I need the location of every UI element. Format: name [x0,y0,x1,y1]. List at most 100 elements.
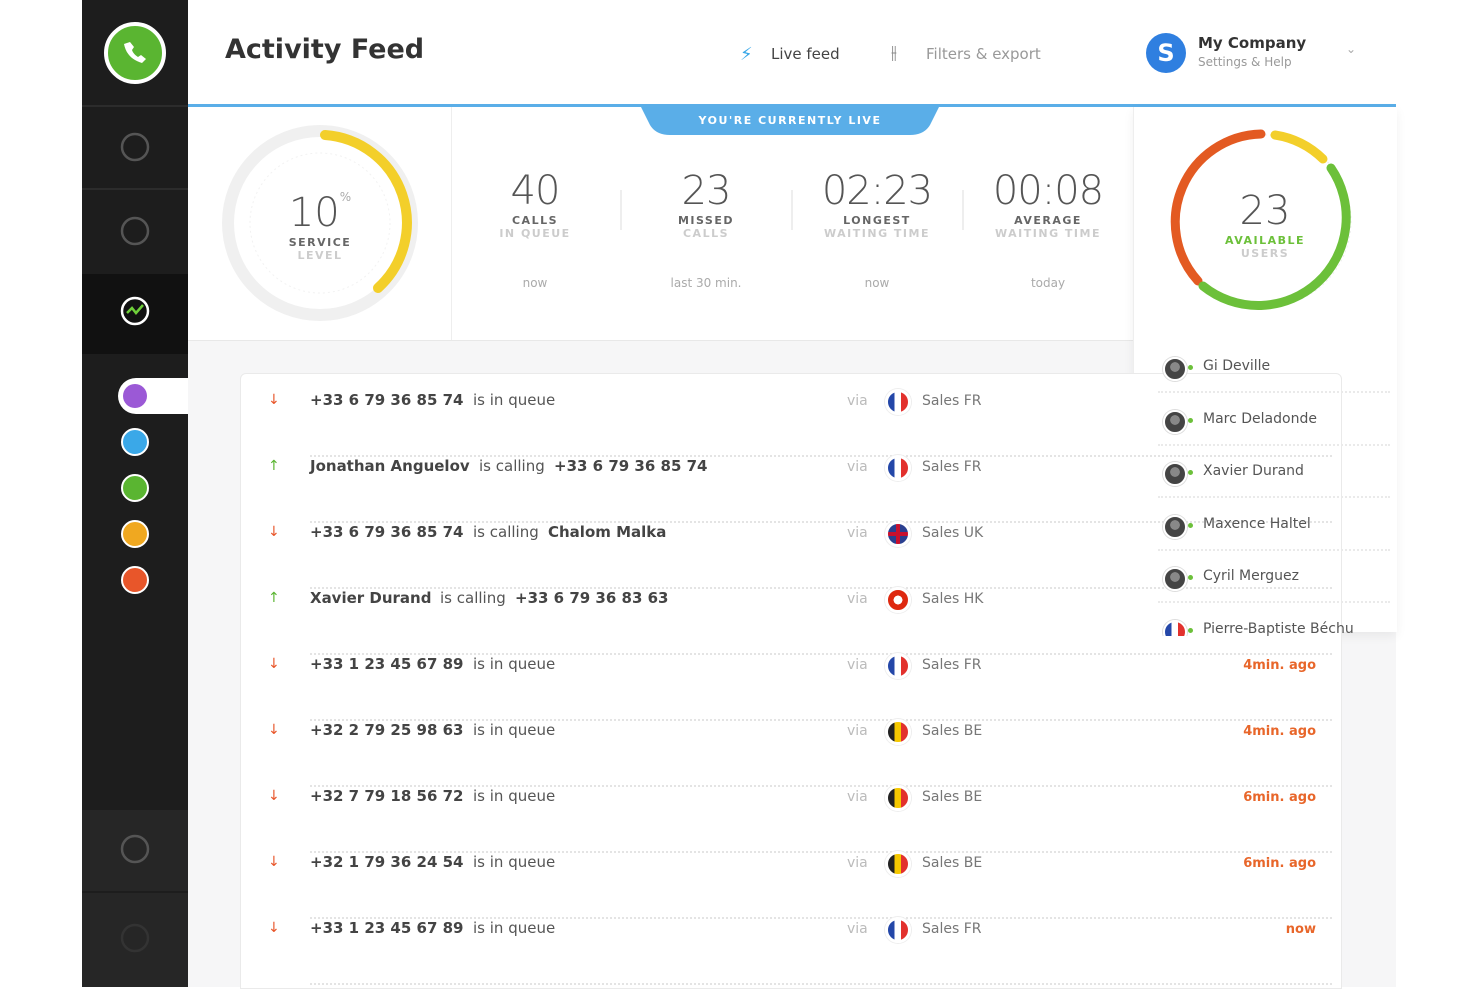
service-value: 10 [288,190,340,236]
team: Sales FR [922,459,982,475]
feed-row[interactable]: ↓ +32 1 79 36 24 54 is in queue via Sales BE… [240,851,1340,919]
user-row[interactable]: Maxence Haltel [1133,499,1396,551]
stat-label2: IN QUEUE [499,227,571,240]
feed-row[interactable]: ↓ +33 6 79 36 85 74 is calling Chalom Malka… [240,521,1340,589]
row-divider [310,587,1332,589]
action: is in queue [473,787,556,805]
caller: +33 1 23 45 67 89 [310,655,464,673]
header: Activity Feed ⚡ Live feed ⫲ Filters & ex… [188,0,1396,107]
row-divider [310,455,1332,457]
stat-value: 02:23 [821,168,933,214]
user-row[interactable]: Xavier Durand [1133,446,1396,498]
flag [885,455,911,481]
action: is in queue [473,919,556,937]
call-icon: ↓ [268,524,280,540]
activity-nav[interactable] [120,296,150,326]
divider [620,190,622,230]
calls-nav[interactable] [120,132,150,162]
stats-nav[interactable] [121,428,149,456]
caller: +33 6 79 36 85 74 [310,523,464,541]
chart-nav[interactable] [121,520,149,548]
stat-label: CALLS [511,214,559,227]
status-dot [1188,627,1193,633]
cycle-nav[interactable] [121,474,149,502]
company-name[interactable]: My Company [1198,34,1307,52]
status-dot [1188,365,1193,370]
user-divider [1158,443,1390,446]
filter-icon: ⫲ [891,42,897,63]
feed-row[interactable]: ↓ +33 1 23 45 67 89 is in queue via Sales FR… [240,653,1340,721]
feed-row[interactable]: ↓ +33 1 23 45 67 89 is in queue via Sales FR… [240,917,1340,985]
page-title: Activity Feed [225,34,425,65]
call-icon: ↓ [268,920,280,936]
flag [885,917,911,943]
users-gauge [1170,129,1352,310]
contacts-nav[interactable] [120,216,150,246]
feed-card [240,373,1342,989]
call-icon: ↓ [268,854,280,870]
nav-filters[interactable]: Filters & export [926,45,1041,63]
time: 4min. ago [1243,724,1316,739]
user-row[interactable]: Cyril Merguez [1133,551,1396,603]
user-row[interactable]: Pierre-Baptiste Béchu [1133,604,1396,636]
flag [885,653,911,679]
stat-value: 40 [510,168,561,214]
action: is in queue [473,655,556,673]
available-label2: USERS [1240,247,1290,260]
company-sub[interactable]: Settings & Help [1198,55,1292,69]
row-divider [310,521,1332,523]
caller: +32 7 79 18 56 72 [310,787,464,805]
action: is in queue [473,391,556,409]
user-avatar [1163,462,1187,486]
row-divider [310,917,1332,919]
call-icon: ↓ [268,788,280,804]
dropdown-caret[interactable]: ⌄ [1346,42,1357,56]
action: is calling [479,457,545,475]
live-feed-nav[interactable] [123,384,147,408]
caller: +33 1 23 45 67 89 [310,919,464,937]
row-divider [310,719,1332,721]
stat-period: now [864,276,890,290]
flag [885,389,911,415]
user-avatar [1163,567,1187,591]
status-dot [1188,470,1193,475]
feed-row[interactable]: ↓ +32 2 79 25 98 63 is in queue via Sales BE… [240,719,1340,787]
user-avatar [1163,409,1187,434]
team: Sales BE [922,789,983,805]
user-name: Gi Deville [1203,358,1271,374]
time: now [1285,922,1316,937]
user-row[interactable]: Gi Deville [1133,341,1396,393]
callee: +33 6 79 36 83 63 [515,589,669,607]
team: Sales FR [922,393,982,409]
feed-row[interactable]: ↓ +33 6 79 36 85 74 is in queue via Sales FR [240,389,1340,457]
logo[interactable] [104,22,166,84]
available-users: 23 AVAILABLE USERS [1195,188,1335,260]
nav-live-feed[interactable]: Live feed [771,45,840,63]
caller: Xavier Durand [310,589,432,607]
settings-nav[interactable] [121,566,149,594]
call-icon: ↓ [268,656,280,672]
caller: +32 1 79 36 24 54 [310,853,464,871]
via: via [847,459,868,475]
user-divider [1158,496,1390,498]
service-level: 10% SERVICE LEVEL [250,190,390,262]
action: is calling [440,589,506,607]
user-avatar [1163,514,1187,539]
user-name: Cyril Merguez [1203,568,1299,584]
caller: +32 2 79 25 98 63 [310,721,464,739]
status-dot [1188,522,1193,528]
feed-row[interactable]: ↑ Jonathan Anguelov is calling +33 6 79 36 … [240,455,1340,523]
stat-label: MISSED [677,214,735,227]
user-row[interactable]: Marc Deladonde [1133,394,1396,446]
flag [885,719,911,745]
via: via [847,657,868,673]
feed-row[interactable]: ↓ +32 7 79 18 56 72 is in queue via Sales BE… [240,785,1340,853]
team-nav[interactable] [120,834,150,864]
available-value: 23 [1239,188,1291,234]
stat: 02:23 LONGEST WAITING TIME now [792,168,962,290]
via: via [847,855,868,871]
stat-label: LONGEST [843,214,911,227]
feed-row[interactable]: ↑ Xavier Durand is calling +33 6 79 36 83 6… [240,587,1340,655]
status-nav[interactable] [120,923,150,953]
company-avatar[interactable]: S [1146,33,1186,73]
